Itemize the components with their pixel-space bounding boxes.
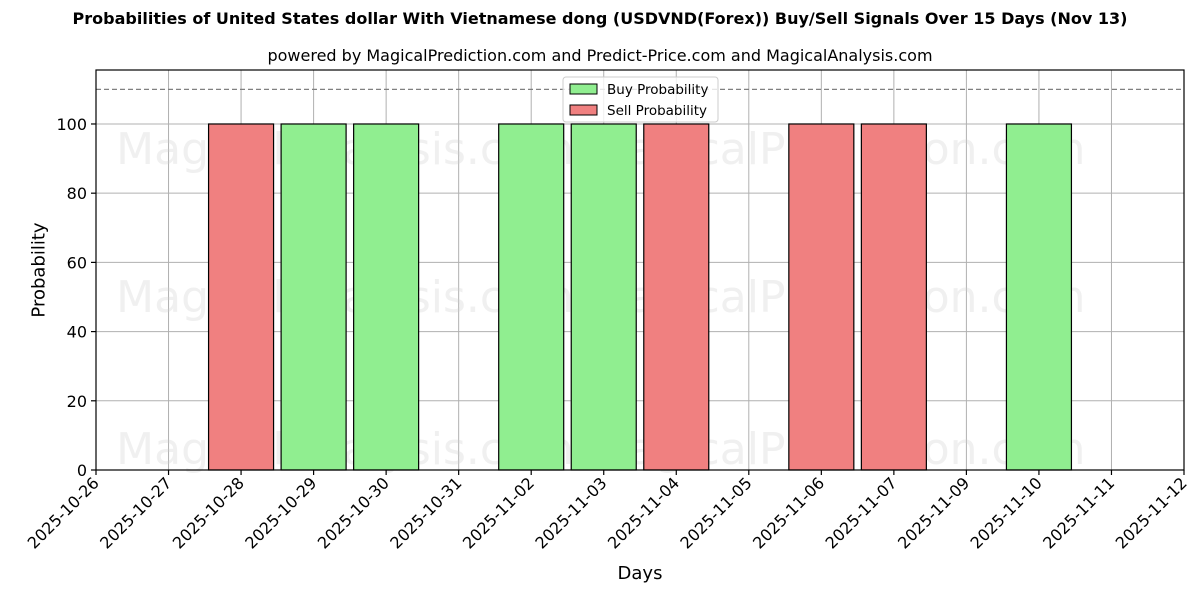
buy-bar	[1005, 123, 1073, 471]
x-tick-label: 2025-11-02	[459, 473, 538, 552]
x-tick-label: 2025-11-03	[531, 473, 610, 552]
chart-title: Probabilities of United States dollar Wi…	[72, 9, 1128, 28]
x-tick-label: 2025-10-26	[24, 473, 103, 552]
x-tick-label: 2025-11-04	[604, 473, 683, 552]
y-tick-label: 60	[67, 253, 87, 272]
bars	[207, 123, 1073, 471]
legend-sell-swatch	[569, 104, 598, 116]
buy-bar	[280, 123, 347, 471]
x-tick-label: 2025-11-10	[967, 473, 1046, 552]
x-tick-label: 2025-11-07	[822, 473, 901, 552]
y-tick-label: 40	[67, 323, 87, 342]
x-tick-label: 2025-11-06	[749, 473, 828, 552]
legend: Buy Probability Sell Probability	[562, 76, 719, 123]
plot-frame	[95, 69, 1185, 471]
x-axis-label: Days	[617, 563, 663, 584]
x-tick-label: 2025-10-30	[314, 473, 393, 552]
sell-bar	[860, 123, 927, 471]
chart-subtitle: powered by MagicalPrediction.com and Pre…	[267, 46, 933, 65]
x-tick-label: 2025-11-11	[1039, 473, 1118, 552]
x-tick-label: 2025-11-12	[1112, 473, 1191, 552]
x-tick-label: 2025-10-29	[241, 473, 320, 552]
buy-bar	[353, 123, 420, 471]
y-axis-label: Probability	[28, 222, 50, 318]
sell-bar	[207, 123, 275, 471]
buy-bar	[570, 123, 637, 471]
x-tick-label: 2025-11-05	[676, 473, 755, 552]
y-tick-label: 20	[67, 392, 87, 411]
x-tick-label: 2025-10-31	[386, 473, 465, 552]
sell-bar	[643, 123, 710, 471]
legend-buy-swatch	[569, 83, 598, 95]
x-tick-label: 2025-11-09	[894, 473, 973, 552]
y-tick-label: 100	[56, 115, 87, 134]
x-tick-label: 2025-10-27	[96, 473, 175, 552]
legend-label: Buy Probability	[607, 82, 708, 98]
x-axis-ticks: 2025-10-262025-10-272025-10-282025-10-29…	[24, 470, 1191, 553]
y-tick-label: 0	[77, 461, 87, 480]
x-tick-label: 2025-10-28	[169, 473, 248, 552]
buy-bar	[498, 123, 565, 471]
y-tick-label: 80	[67, 184, 87, 203]
y-axis-ticks: 0 20 40 60 80 100	[56, 115, 96, 480]
legend-label: Sell Probability	[607, 103, 707, 119]
sell-bar	[788, 123, 855, 471]
legend-box	[562, 76, 719, 123]
